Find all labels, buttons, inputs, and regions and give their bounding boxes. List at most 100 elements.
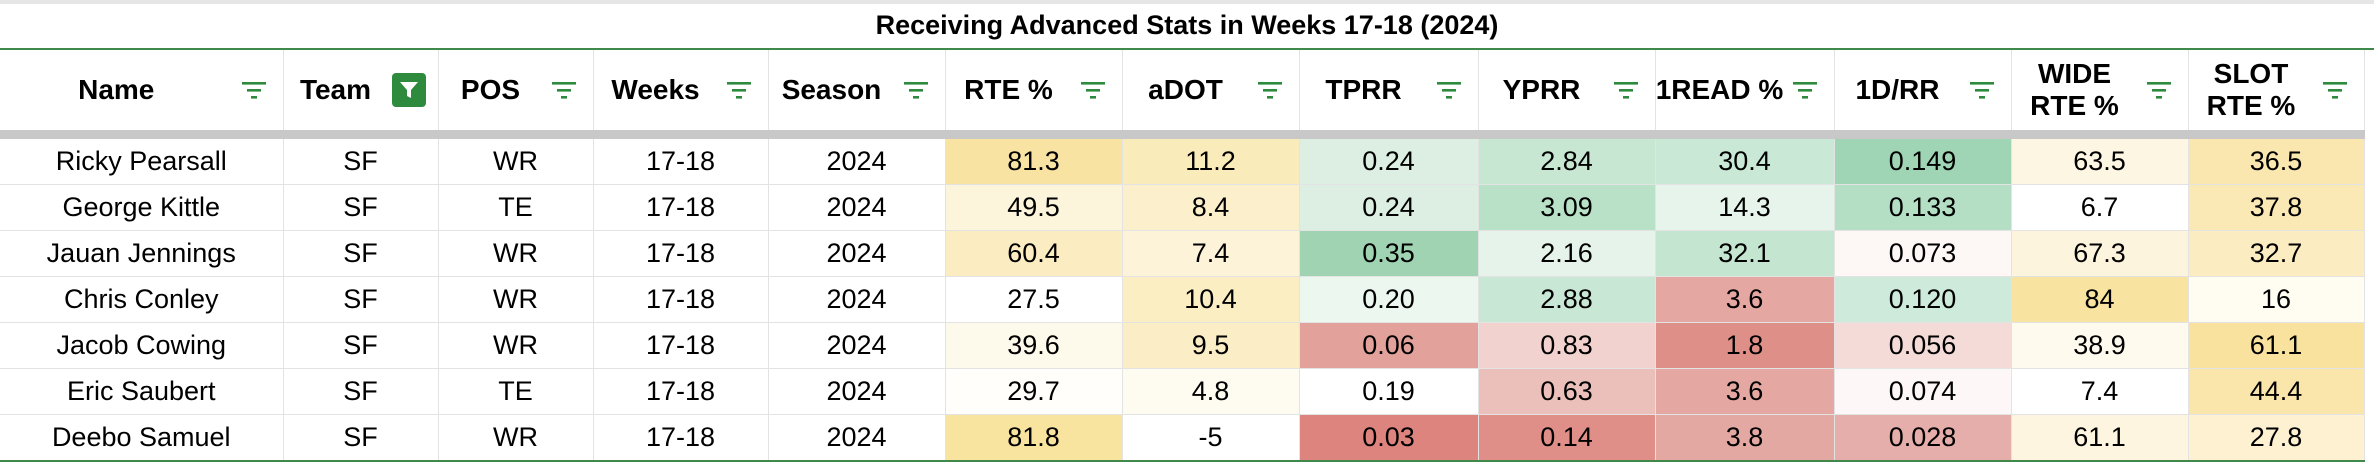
cell-tprr[interactable]: 0.19 [1299,368,1479,415]
cell-rte[interactable]: 60.4 [945,230,1123,277]
cell-slot[interactable]: 44.4 [2188,368,2365,415]
column-header-tprr[interactable]: TPRR [1299,50,1479,139]
column-header-d1rr[interactable]: 1D/RR [1834,50,2012,139]
cell-pos[interactable]: TE [438,368,594,415]
column-header-oneread[interactable]: 1READ % [1655,50,1835,139]
cell-tprr[interactable]: 0.35 [1299,230,1479,277]
cell-yprr[interactable]: 0.63 [1478,368,1656,415]
cell-team[interactable]: SF [283,184,439,231]
filter-icon[interactable] [1432,73,1466,107]
column-header-yprr[interactable]: YPRR [1478,50,1656,139]
cell-team[interactable]: SF [283,414,439,462]
cell-season[interactable]: 2024 [768,134,946,185]
filter-icon[interactable] [1076,73,1110,107]
cell-wide[interactable]: 38.9 [2011,322,2189,369]
cell-d1rr[interactable]: 0.056 [1834,322,2012,369]
cell-adot[interactable]: 7.4 [1122,230,1300,277]
cell-yprr[interactable]: 2.88 [1478,276,1656,323]
cell-season[interactable]: 2024 [768,230,946,277]
cell-rte[interactable]: 39.6 [945,322,1123,369]
cell-rte[interactable]: 29.7 [945,368,1123,415]
filter-icon[interactable] [547,73,581,107]
cell-weeks[interactable]: 17-18 [593,230,769,277]
cell-oneread[interactable]: 3.8 [1655,414,1835,462]
column-header-season[interactable]: Season [768,50,946,139]
cell-pos[interactable]: WR [438,230,594,277]
cell-d1rr[interactable]: 0.149 [1834,134,2012,185]
table-title-cell[interactable]: Receiving Advanced Stats in Weeks 17-18 … [0,0,2374,50]
cell-weeks[interactable]: 17-18 [593,368,769,415]
cell-adot[interactable]: 10.4 [1122,276,1300,323]
filter-icon[interactable] [1609,73,1643,107]
cell-season[interactable]: 2024 [768,322,946,369]
column-header-pos[interactable]: POS [438,50,594,139]
cell-pos[interactable]: TE [438,184,594,231]
cell-yprr[interactable]: 2.16 [1478,230,1656,277]
cell-name[interactable]: Chris Conley [0,276,284,323]
cell-team[interactable]: SF [283,276,439,323]
cell-tprr[interactable]: 0.03 [1299,414,1479,462]
cell-yprr[interactable]: 0.14 [1478,414,1656,462]
cell-team[interactable]: SF [283,134,439,185]
cell-team[interactable]: SF [283,322,439,369]
cell-wide[interactable]: 63.5 [2011,134,2189,185]
cell-weeks[interactable]: 17-18 [593,184,769,231]
cell-weeks[interactable]: 17-18 [593,322,769,369]
cell-oneread[interactable]: 14.3 [1655,184,1835,231]
cell-weeks[interactable]: 17-18 [593,134,769,185]
cell-rte[interactable]: 27.5 [945,276,1123,323]
cell-name[interactable]: Jacob Cowing [0,322,284,369]
cell-name[interactable]: George Kittle [0,184,284,231]
cell-name[interactable]: Jauan Jennings [0,230,284,277]
cell-tprr[interactable]: 0.06 [1299,322,1479,369]
cell-adot[interactable]: 4.8 [1122,368,1300,415]
cell-name[interactable]: Deebo Samuel [0,414,284,462]
cell-pos[interactable]: WR [438,276,594,323]
cell-team[interactable]: SF [283,230,439,277]
cell-season[interactable]: 2024 [768,184,946,231]
cell-oneread[interactable]: 32.1 [1655,230,1835,277]
cell-weeks[interactable]: 17-18 [593,414,769,462]
filter-icon[interactable] [237,73,271,107]
column-header-wide[interactable]: WIDE RTE % [2011,50,2189,139]
cell-d1rr[interactable]: 0.120 [1834,276,2012,323]
cell-adot[interactable]: 8.4 [1122,184,1300,231]
cell-tprr[interactable]: 0.24 [1299,184,1479,231]
cell-wide[interactable]: 7.4 [2011,368,2189,415]
column-header-team[interactable]: Team [283,50,439,139]
cell-pos[interactable]: WR [438,134,594,185]
cell-team[interactable]: SF [283,368,439,415]
cell-d1rr[interactable]: 0.073 [1834,230,2012,277]
cell-pos[interactable]: WR [438,322,594,369]
filter-active-icon[interactable] [391,73,426,107]
column-header-adot[interactable]: aDOT [1122,50,1300,139]
filter-icon[interactable] [722,73,756,107]
cell-slot[interactable]: 16 [2188,276,2365,323]
cell-wide[interactable]: 84 [2011,276,2189,323]
cell-d1rr[interactable]: 0.074 [1834,368,2012,415]
cell-season[interactable]: 2024 [768,368,946,415]
cell-yprr[interactable]: 0.83 [1478,322,1656,369]
cell-oneread[interactable]: 30.4 [1655,134,1835,185]
cell-rte[interactable]: 81.8 [945,414,1123,462]
cell-slot[interactable]: 36.5 [2188,134,2365,185]
cell-tprr[interactable]: 0.24 [1299,134,1479,185]
cell-name[interactable]: Ricky Pearsall [0,134,284,185]
column-header-weeks[interactable]: Weeks [593,50,769,139]
filter-icon[interactable] [1965,73,1999,107]
cell-wide[interactable]: 6.7 [2011,184,2189,231]
cell-slot[interactable]: 32.7 [2188,230,2365,277]
filter-icon[interactable] [2318,73,2352,107]
cell-season[interactable]: 2024 [768,414,946,462]
cell-name[interactable]: Eric Saubert [0,368,284,415]
column-header-rte[interactable]: RTE % [945,50,1123,139]
cell-yprr[interactable]: 3.09 [1478,184,1656,231]
cell-season[interactable]: 2024 [768,276,946,323]
cell-tprr[interactable]: 0.20 [1299,276,1479,323]
cell-oneread[interactable]: 3.6 [1655,368,1835,415]
cell-rte[interactable]: 49.5 [945,184,1123,231]
cell-wide[interactable]: 67.3 [2011,230,2189,277]
filter-icon[interactable] [899,73,933,107]
cell-pos[interactable]: WR [438,414,594,462]
cell-rte[interactable]: 81.3 [945,134,1123,185]
